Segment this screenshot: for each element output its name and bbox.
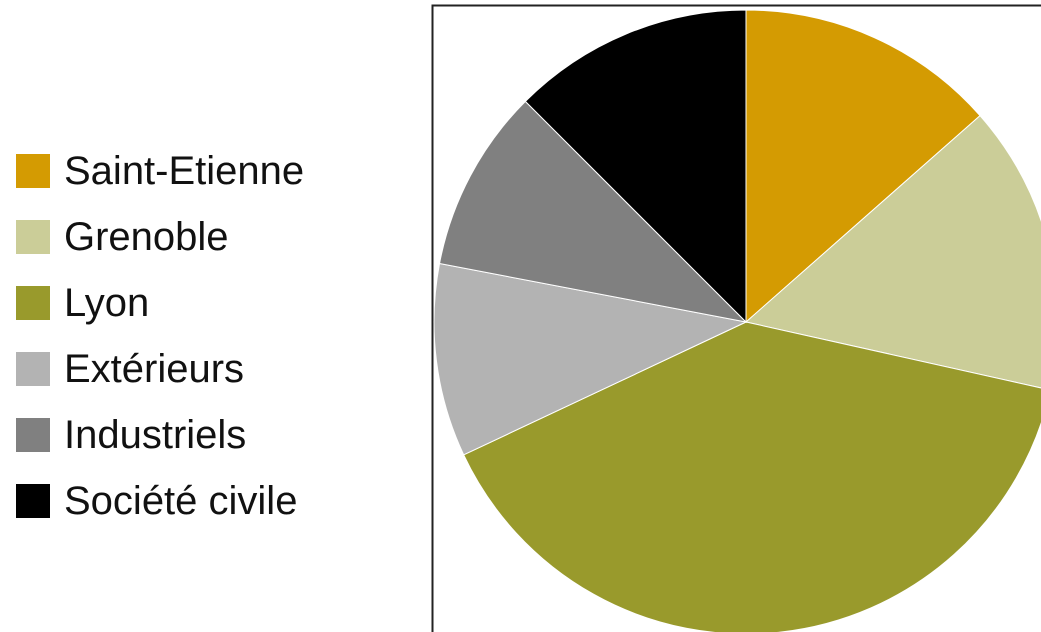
chart-frame — [431, 4, 1041, 632]
legend-label: Extérieurs — [64, 347, 245, 391]
pie-slice-lyon — [463, 321, 1041, 632]
legend-item-lyon: Lyon — [16, 270, 304, 336]
legend-item-exterieurs: Extérieurs — [16, 336, 304, 402]
legend-swatch — [16, 220, 50, 254]
legend-label: Saint-Etienne — [64, 149, 305, 193]
pie-slice-saint-etienne — [745, 9, 981, 324]
pie-slice-exterieurs — [433, 262, 748, 456]
legend-label: Lyon — [64, 281, 150, 325]
pie-slices — [433, 9, 1041, 632]
legend-swatch — [16, 418, 50, 452]
legend-item-societe-civile: Société civile — [16, 468, 304, 534]
chart-legend: Saint-Etienne Grenoble Lyon Extérieurs Indus… — [16, 138, 304, 534]
legend-label: Grenoble — [64, 215, 229, 259]
legend-swatch — [16, 154, 50, 188]
pie-slice-grenoble — [744, 114, 1041, 389]
pie-slice-societe-civile — [524, 9, 747, 324]
legend-item-grenoble: Grenoble — [16, 204, 304, 270]
legend-swatch — [16, 352, 50, 386]
legend-swatch — [16, 484, 50, 518]
legend-label: Industriels — [64, 413, 247, 457]
legend-swatch — [16, 286, 50, 320]
legend-item-industriels: Industriels — [16, 402, 304, 468]
legend-item-saint-etienne: Saint-Etienne — [16, 138, 304, 204]
legend-label: Société civile — [64, 479, 298, 523]
pie-slice-industriels — [438, 100, 748, 323]
